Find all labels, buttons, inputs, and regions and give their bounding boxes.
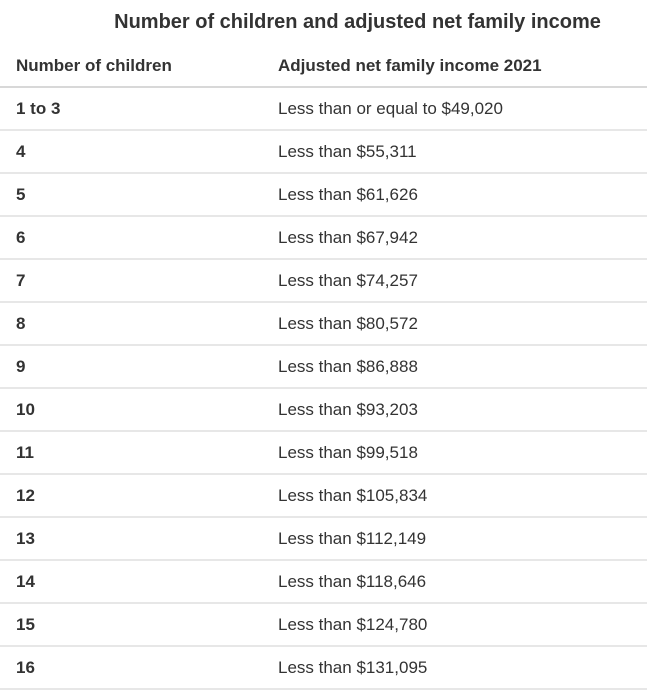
table-row: 15 Less than $124,780 bbox=[0, 603, 647, 647]
children-count-cell: 1 to 3 bbox=[0, 87, 262, 131]
column-header-number-of-children: Number of children bbox=[0, 46, 262, 88]
children-count-cell: 6 bbox=[0, 216, 262, 260]
children-count-cell: 5 bbox=[0, 173, 262, 217]
income-threshold-cell: Less than $93,203 bbox=[262, 388, 647, 432]
column-header-adjusted-income: Adjusted net family income 2021 bbox=[262, 46, 647, 88]
income-threshold-cell: Less than $124,780 bbox=[262, 603, 647, 647]
table-row: 16 Less than $131,095 bbox=[0, 646, 647, 690]
table-header-row: Number of children Adjusted net family i… bbox=[0, 46, 647, 88]
income-threshold-cell: Less than $105,834 bbox=[262, 474, 647, 518]
table-row: 6 Less than $67,942 bbox=[0, 216, 647, 260]
table-title: Number of children and adjusted net fami… bbox=[114, 11, 601, 33]
children-count-cell: 4 bbox=[0, 130, 262, 174]
children-count-cell: 9 bbox=[0, 345, 262, 389]
income-threshold-cell: Less than $118,646 bbox=[262, 560, 647, 604]
table-row: 5 Less than $61,626 bbox=[0, 173, 647, 217]
children-count-cell: 14 bbox=[0, 560, 262, 604]
table-row: 11 Less than $99,518 bbox=[0, 431, 647, 475]
income-threshold-cell: Less than $61,626 bbox=[262, 173, 647, 217]
income-threshold-cell: Less than $55,311 bbox=[262, 130, 647, 174]
table-row: 10 Less than $93,203 bbox=[0, 388, 647, 432]
table-row: 13 Less than $112,149 bbox=[0, 517, 647, 561]
children-count-cell: 12 bbox=[0, 474, 262, 518]
income-threshold-cell: Less than $80,572 bbox=[262, 302, 647, 346]
children-count-cell: 10 bbox=[0, 388, 262, 432]
income-threshold-cell: Less than $74,257 bbox=[262, 259, 647, 303]
children-count-cell: 11 bbox=[0, 431, 262, 475]
children-count-cell: 8 bbox=[0, 302, 262, 346]
income-threshold-cell: Less than $67,942 bbox=[262, 216, 647, 260]
children-count-cell: 13 bbox=[0, 517, 262, 561]
income-threshold-cell: Less than $131,095 bbox=[262, 646, 647, 690]
table-row: 4 Less than $55,311 bbox=[0, 130, 647, 174]
income-threshold-cell: Less than $112,149 bbox=[262, 517, 647, 561]
table-row: 8 Less than $80,572 bbox=[0, 302, 647, 346]
table-row: 7 Less than $74,257 bbox=[0, 259, 647, 303]
table-row: 1 to 3 Less than or equal to $49,020 bbox=[0, 87, 647, 131]
table-body: 1 to 3 Less than or equal to $49,020 4 L… bbox=[0, 87, 647, 690]
income-threshold-cell: Less than or equal to $49,020 bbox=[262, 87, 647, 131]
income-threshold-cell: Less than $86,888 bbox=[262, 345, 647, 389]
income-threshold-cell: Less than $99,518 bbox=[262, 431, 647, 475]
table-row: 14 Less than $118,646 bbox=[0, 560, 647, 604]
children-count-cell: 7 bbox=[0, 259, 262, 303]
table-row: 9 Less than $86,888 bbox=[0, 345, 647, 389]
table-row: 12 Less than $105,834 bbox=[0, 474, 647, 518]
children-count-cell: 15 bbox=[0, 603, 262, 647]
income-thresholds-table: Number of children Adjusted net family i… bbox=[0, 46, 647, 690]
children-count-cell: 16 bbox=[0, 646, 262, 690]
